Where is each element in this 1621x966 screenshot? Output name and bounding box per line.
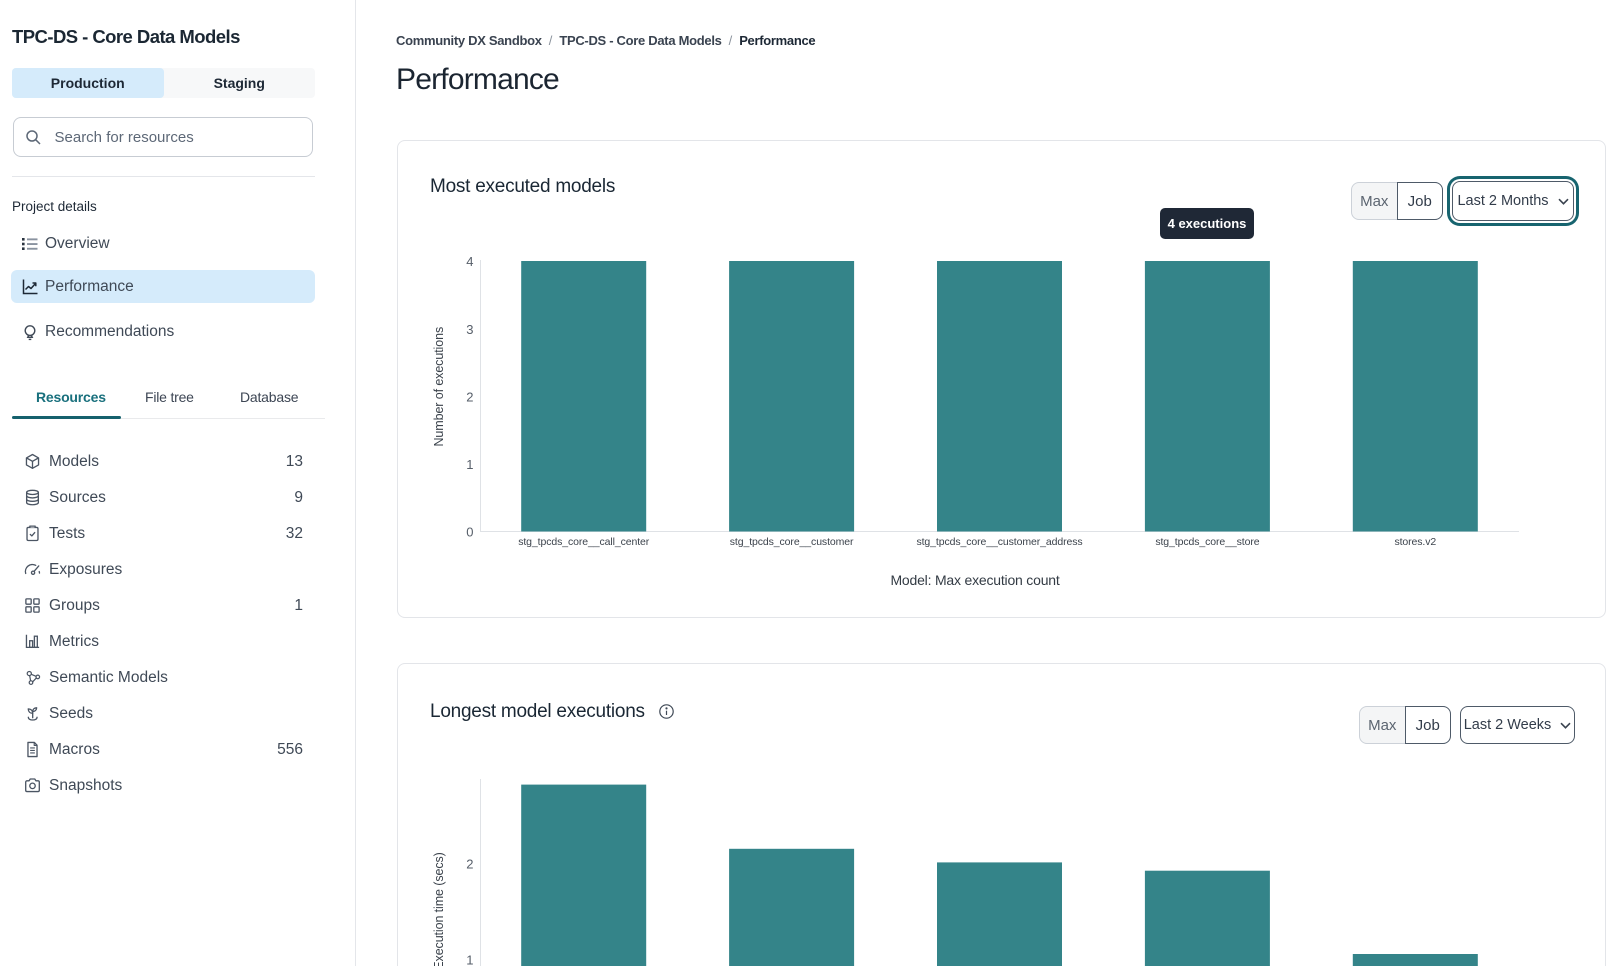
svg-text:1: 1	[466, 457, 473, 472]
svg-text:stg_tpcds_core__customer: stg_tpcds_core__customer	[730, 536, 854, 548]
svg-text:2: 2	[466, 856, 473, 871]
svg-text:stg_tpcds_core__call_center: stg_tpcds_core__call_center	[518, 536, 650, 548]
svg-text:3: 3	[466, 322, 473, 337]
svg-text:Number of executions: Number of executions	[432, 327, 446, 447]
svg-text:1: 1	[466, 953, 473, 966]
svg-text:4: 4	[466, 254, 473, 269]
svg-text:Model: Max execution count: Model: Max execution count	[890, 572, 1059, 588]
svg-text:stg_tpcds_core__store: stg_tpcds_core__store	[1155, 536, 1259, 548]
svg-text:stores.v2: stores.v2	[1394, 536, 1436, 548]
svg-text:Execution time (secs): Execution time (secs)	[432, 852, 446, 966]
svg-text:2: 2	[466, 389, 473, 404]
svg-text:stg_tpcds_core__customer_addre: stg_tpcds_core__customer_address	[916, 536, 1082, 548]
svg-text:0: 0	[466, 525, 473, 540]
